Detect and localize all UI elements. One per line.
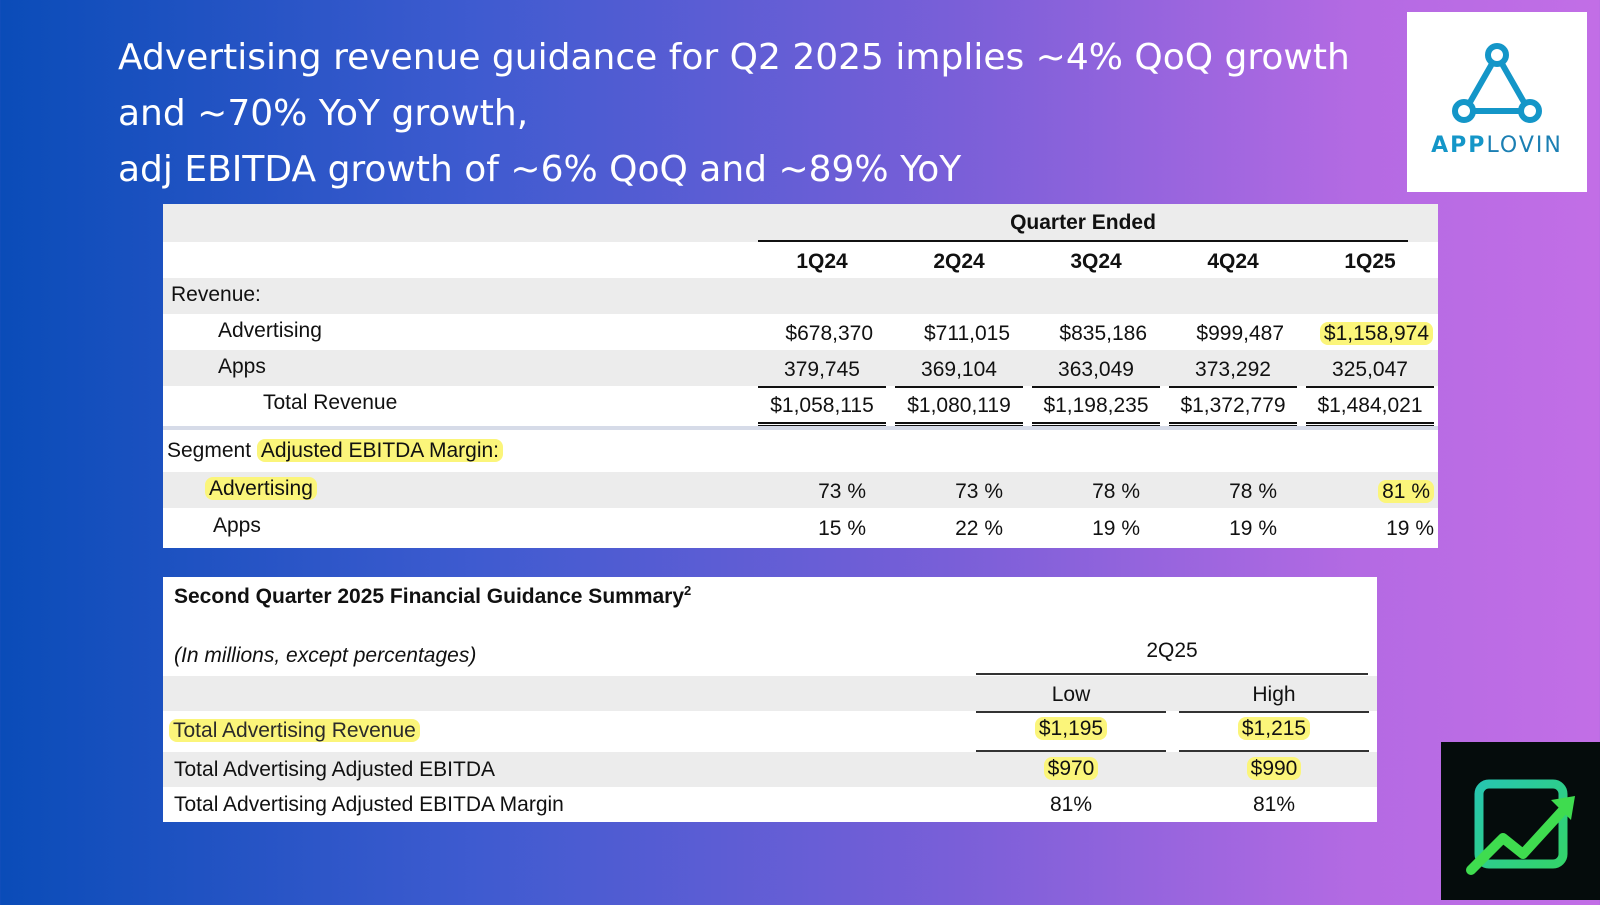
- value-cell: 19 %: [1386, 517, 1434, 540]
- chip-trend-logo: [1441, 742, 1600, 900]
- row-rule: [1179, 750, 1369, 752]
- row-label: Advertising: [218, 319, 322, 342]
- headline-line-1: Advertising revenue guidance for Q2 2025…: [118, 37, 1350, 78]
- high-value-highlighted: $1,215: [1179, 717, 1369, 741]
- chip-chart-icon: [1446, 751, 1596, 895]
- col-header: 1Q25: [1306, 242, 1434, 280]
- high-rule: [1179, 711, 1369, 713]
- value-cell: 15 %: [818, 517, 866, 540]
- logo-wordmark: APPLOVIN: [1431, 132, 1563, 158]
- high-value: 81%: [1252, 793, 1296, 816]
- section-divider: [163, 426, 1438, 430]
- value-cell: 373,292: [1169, 350, 1297, 388]
- value-cell-highlighted: 81 %: [1306, 472, 1434, 508]
- quarter-ended-header: Quarter Ended: [1010, 211, 1156, 234]
- row-rule: [976, 750, 1166, 752]
- value-cell: 19 %: [1229, 517, 1277, 540]
- row-label-highlighted: Advertising: [205, 472, 317, 508]
- period-rule: [976, 673, 1368, 675]
- group-header-rule: [758, 240, 1408, 242]
- value-cell: 363,049: [1032, 350, 1160, 388]
- col-header: 2Q24: [895, 242, 1023, 280]
- col-header: 1Q24: [758, 242, 886, 280]
- quarterly-results-table: Quarter Ended 1Q24 2Q24 3Q24 4Q24 1Q25 R…: [163, 204, 1438, 548]
- table-row: Total Advertising Revenue $1,195 $1,215: [163, 713, 1377, 751]
- col-header: 4Q24: [1169, 242, 1297, 280]
- value-cell: 78 %: [1092, 480, 1140, 503]
- value-cell: 369,104: [895, 350, 1023, 388]
- table-row: Advertising $678,370 $711,015 $835,186 $…: [163, 314, 1438, 350]
- period-header: 2Q25: [1146, 639, 1198, 662]
- value-cell: 73 %: [955, 480, 1003, 503]
- value-cell: $835,186: [1059, 322, 1147, 345]
- low-value-highlighted: $970: [976, 757, 1166, 781]
- guidance-subtitle: (In millions, except percentages): [174, 644, 477, 667]
- low-high-header-row: Low High: [163, 676, 1377, 711]
- row-label: Apps: [213, 514, 261, 537]
- value-cell-highlighted: $1,158,974: [1298, 314, 1433, 350]
- row-label-highlighted: Total Advertising Revenue: [169, 719, 420, 743]
- revenue-label-row: Revenue:: [163, 278, 1438, 314]
- table-row: Total Advertising Adjusted EBITDA Margin…: [163, 787, 1377, 822]
- segment-label: Segment Adjusted EBITDA Margin:: [167, 434, 504, 470]
- group-header-row: Quarter Ended: [163, 204, 1438, 242]
- value-cell: $711,015: [923, 322, 1010, 345]
- col-header: 3Q24: [1032, 242, 1160, 280]
- row-label: Total Advertising Adjusted EBITDA: [174, 758, 495, 781]
- col-low-header: Low: [1051, 683, 1091, 706]
- value-cell: 379,745: [758, 350, 886, 388]
- value-cell: $1,198,235: [1032, 386, 1160, 427]
- low-value-highlighted: $1,195: [976, 717, 1166, 741]
- value-cell: 78 %: [1229, 480, 1277, 503]
- col-high-header: High: [1252, 683, 1296, 706]
- column-header-row: 1Q24 2Q24 3Q24 4Q24 1Q25: [163, 242, 1438, 280]
- guidance-title: Second Quarter 2025 Financial Guidance S…: [174, 583, 692, 608]
- headline-line-3: adj EBITDA growth of ~6% QoQ and ~89% Yo…: [118, 149, 962, 190]
- low-value: 81%: [1049, 793, 1093, 816]
- applovin-logo: APPLOVIN: [1407, 12, 1587, 192]
- guidance-summary-table: Second Quarter 2025 Financial Guidance S…: [163, 577, 1377, 822]
- headline-line-2: and ~70% YoY growth,: [118, 93, 529, 134]
- table-row: Advertising 73 % 73 % 78 % 78 % 81 %: [163, 472, 1438, 508]
- value-cell: 73 %: [818, 480, 866, 503]
- revenue-label: Revenue:: [171, 283, 261, 306]
- triangle-logo-icon: [1452, 42, 1542, 123]
- value-cell: $678,370: [785, 322, 873, 345]
- value-cell: $1,372,779: [1169, 386, 1297, 427]
- high-value-highlighted: $990: [1179, 757, 1369, 781]
- table-row: Apps 15 % 22 % 19 % 19 % 19 %: [163, 509, 1438, 545]
- value-cell: $1,080,119: [895, 386, 1023, 427]
- value-cell: $999,487: [1196, 322, 1284, 345]
- value-cell: 22 %: [955, 517, 1003, 540]
- table-row: Total Advertising Adjusted EBITDA $970 $…: [163, 752, 1377, 787]
- low-rule: [976, 711, 1166, 713]
- row-label: Total Advertising Adjusted EBITDA Margin: [174, 793, 564, 816]
- table-row: Total Revenue $1,058,115 $1,080,119 $1,1…: [163, 386, 1438, 427]
- value-cell: $1,484,021: [1306, 386, 1434, 427]
- headline: Advertising revenue guidance for Q2 2025…: [118, 30, 1350, 198]
- segment-label-row: Segment Adjusted EBITDA Margin:: [163, 434, 1438, 470]
- value-cell: 325,047: [1306, 350, 1434, 388]
- value-cell: 19 %: [1092, 517, 1140, 540]
- row-label: Apps: [218, 355, 266, 378]
- row-label: Total Revenue: [263, 391, 398, 414]
- table-row: Apps 379,745 369,104 363,049 373,292 325…: [163, 350, 1438, 388]
- value-cell: $1,058,115: [758, 386, 886, 427]
